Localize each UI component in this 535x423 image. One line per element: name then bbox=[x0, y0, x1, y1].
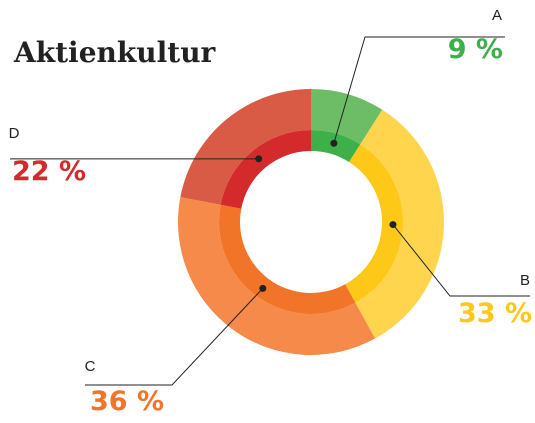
value-label: 9 % bbox=[448, 34, 503, 65]
category-label: A bbox=[492, 7, 502, 24]
leader-dot bbox=[389, 221, 397, 229]
leader-dot bbox=[330, 139, 338, 147]
slice-outer bbox=[355, 109, 445, 339]
leader-line bbox=[85, 287, 264, 386]
category-label: D bbox=[9, 125, 20, 142]
slice-inner bbox=[220, 130, 311, 209]
value-label: 36 % bbox=[90, 386, 164, 417]
leader-line bbox=[392, 224, 530, 297]
slice-inner bbox=[219, 204, 356, 315]
category-label: B bbox=[520, 272, 530, 289]
slice-outer bbox=[178, 197, 376, 356]
slice-outer bbox=[311, 89, 383, 145]
leader-dot bbox=[255, 155, 263, 163]
value-label: 22 % bbox=[12, 156, 86, 187]
value-label: 33 % bbox=[458, 298, 532, 329]
leader-line bbox=[333, 36, 505, 144]
slice-inner bbox=[345, 144, 404, 303]
chart-title: Aktienkultur bbox=[13, 36, 217, 69]
slice-outer bbox=[180, 89, 311, 205]
category-label: C bbox=[85, 358, 96, 375]
leader-dot bbox=[259, 284, 267, 292]
